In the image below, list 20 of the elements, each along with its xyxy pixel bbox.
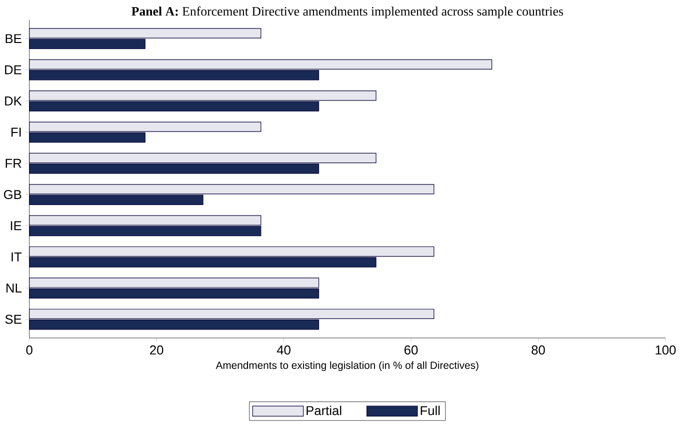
x-axis-title: Amendments to existing legislation (in % of all Directives) [216, 361, 478, 372]
legend-label: Full [420, 406, 440, 416]
y-tick-label: FI [12, 128, 21, 137]
y-tick-label: IE [10, 221, 22, 230]
y-tick-label: GB [4, 190, 22, 200]
y-tick-label: DK [5, 96, 22, 106]
y-tick-label: BE [6, 34, 22, 44]
chart-title: Panel A: Enforcement Directive amendments implemented across sample countries [132, 6, 564, 18]
x-tick-label: 80 [532, 345, 545, 355]
y-tick-label: FR [6, 158, 22, 168]
x-tick-label: 0 [26, 345, 32, 355]
y-tick-label: NL [6, 284, 22, 293]
x-tick-label: 40 [276, 345, 290, 355]
x-tick-label: 60 [404, 345, 418, 355]
x-tick-label: 20 [150, 345, 164, 355]
y-tick-label: SE [5, 314, 22, 324]
legend-label: Partial [306, 406, 342, 416]
x-tick-label: 100 [656, 345, 676, 355]
y-tick-label: IT [12, 252, 22, 262]
y-tick-label: DE [5, 65, 22, 74]
